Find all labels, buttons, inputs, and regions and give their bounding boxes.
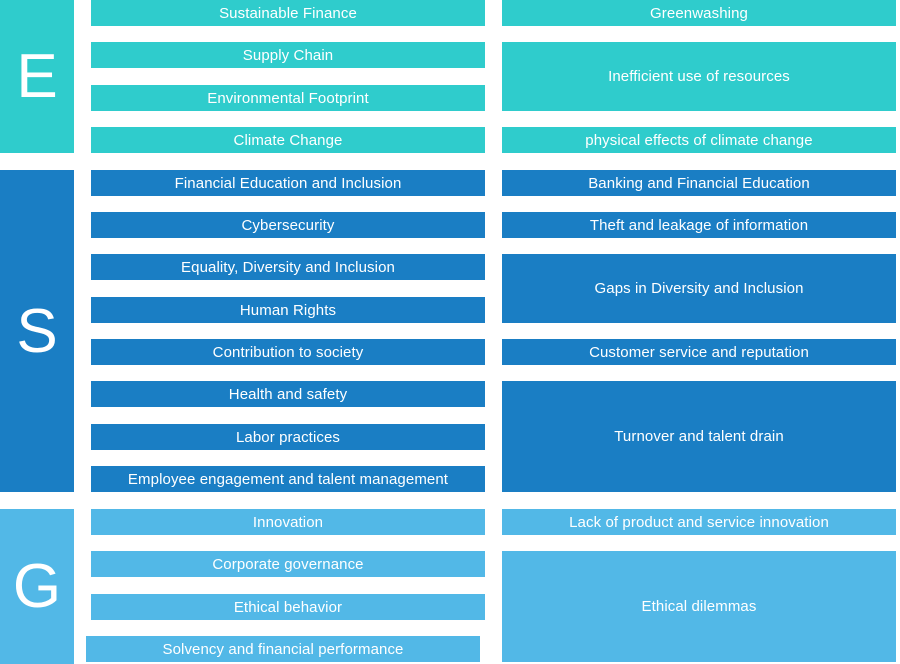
section-g: G — [0, 509, 74, 664]
topic-box: Ethical behavior — [91, 594, 485, 620]
section-e-letter: E — [16, 42, 58, 111]
risk-label: Turnover and talent drain — [614, 428, 784, 445]
topic-box: Labor practices — [91, 424, 485, 450]
topic-box: Innovation — [91, 509, 485, 535]
section-g-letter: G — [12, 552, 62, 621]
risk-label: Greenwashing — [650, 4, 748, 22]
section-s: S — [0, 170, 74, 492]
topic-box: Corporate governance — [91, 551, 485, 577]
topic-label: Human Rights — [239, 301, 337, 319]
topic-box: Employee engagement and talent managemen… — [91, 466, 485, 492]
topic-box: Financial Education and Inclusion — [91, 170, 485, 196]
risk-label: Theft and leakage of information — [589, 216, 809, 234]
topic-label: Corporate governance — [212, 555, 364, 573]
section-s-letter: S — [16, 296, 58, 366]
risk-box: Lack of product and service innovation — [502, 509, 896, 535]
risk-box: Banking and Financial Education — [502, 170, 896, 196]
topic-box: Climate Change — [91, 127, 485, 153]
topic-box: Solvency and financial performance — [86, 636, 480, 662]
risk-box: Theft and leakage of information — [502, 212, 896, 238]
risk-label: Ethical dilemmas — [641, 598, 757, 615]
topic-label: Environmental Footprint — [207, 89, 369, 107]
risk-box: physical effects of climate change — [502, 127, 896, 153]
topic-label: Supply Chain — [242, 46, 334, 64]
topic-label: Solvency and financial performance — [162, 640, 404, 658]
risk-label: Customer service and reputation — [589, 343, 809, 361]
risk-box: Greenwashing — [502, 0, 896, 26]
topic-label: Cybersecurity — [241, 216, 335, 234]
risk-label: physical effects of climate change — [585, 131, 813, 149]
risk-label: Gaps in Diversity and Inclusion — [594, 280, 804, 297]
risk-box: Turnover and talent drain — [502, 381, 896, 492]
topic-box: Environmental Footprint — [91, 85, 485, 111]
topic-box: Supply Chain — [91, 42, 485, 68]
section-e: E — [0, 0, 74, 153]
risk-label: Inefficient use of resources — [608, 68, 790, 85]
risk-label: Banking and Financial Education — [588, 174, 810, 192]
topic-label: Financial Education and Inclusion — [174, 174, 402, 192]
topic-label: Sustainable Finance — [219, 4, 357, 22]
topic-label: Health and safety — [228, 385, 348, 403]
topic-box: Health and safety — [91, 381, 485, 407]
topic-label: Employee engagement and talent managemen… — [127, 470, 449, 488]
topic-box: Cybersecurity — [91, 212, 485, 238]
risk-box: Customer service and reputation — [502, 339, 896, 365]
topic-label: Climate Change — [233, 131, 343, 149]
topic-label: Ethical behavior — [233, 598, 343, 616]
risk-box: Ethical dilemmas — [502, 551, 896, 662]
topic-label: Equality, Diversity and Inclusion — [181, 258, 395, 276]
topic-box: Human Rights — [91, 297, 485, 323]
topic-box: Equality, Diversity and Inclusion — [91, 254, 485, 280]
topic-label: Labor practices — [235, 428, 341, 446]
topic-box: Contribution to society — [91, 339, 485, 365]
topic-box: Sustainable Finance — [91, 0, 485, 26]
risk-box: Inefficient use of resources — [502, 42, 896, 111]
risk-label: Lack of product and service innovation — [569, 513, 829, 531]
topic-label: Innovation — [252, 513, 324, 531]
topic-label: Contribution to society — [212, 343, 364, 361]
risk-box: Gaps in Diversity and Inclusion — [502, 254, 896, 323]
